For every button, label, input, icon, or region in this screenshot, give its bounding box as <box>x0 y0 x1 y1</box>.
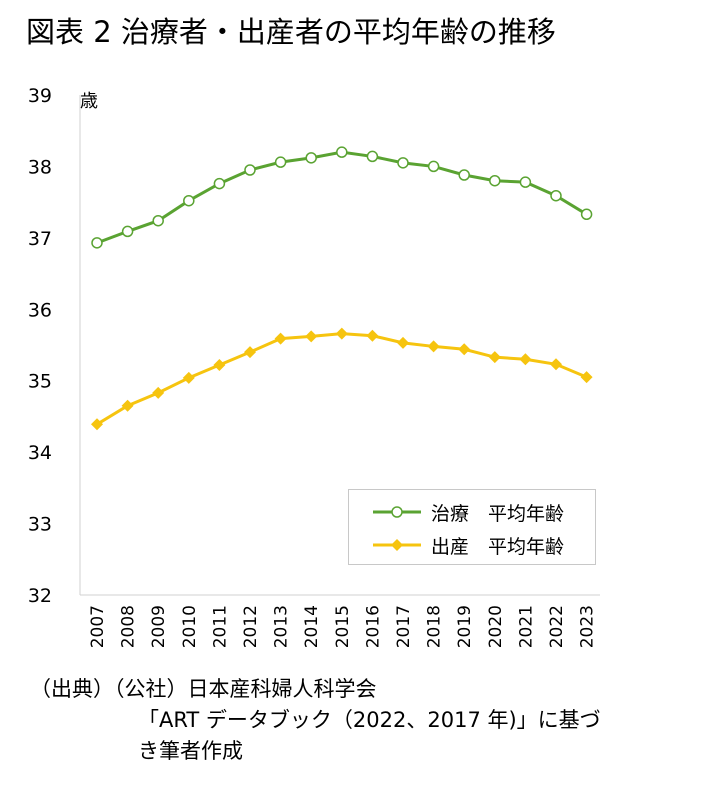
treatment-data-point <box>397 157 409 169</box>
birth-data-point <box>244 346 256 359</box>
treatment-data-point <box>244 164 256 176</box>
birth-data-point <box>91 418 103 431</box>
source-line-2: 「ART データブック（2022、2017 年)」に基づ <box>138 708 601 732</box>
birth-data-point <box>305 330 318 343</box>
x-tick-label: 2011 <box>210 605 230 648</box>
source-line-3: き筆者作成 <box>138 739 243 763</box>
birth-data-point <box>519 353 532 366</box>
legend-swatch-treatment <box>373 506 421 518</box>
series-group <box>91 146 593 431</box>
birth-data-point <box>274 332 287 345</box>
y-tick-label: 33 <box>28 514 52 536</box>
birth-data-point <box>488 351 501 364</box>
treatment-data-point <box>427 160 440 173</box>
chart-legend: 治療 平均年齢 出産 平均年齢 <box>348 489 596 565</box>
x-tick-label: 2012 <box>241 605 261 648</box>
birth-data-point <box>121 399 134 412</box>
birth-data-point <box>152 386 165 399</box>
legend-item-birth: 出産 平均年齢 <box>373 532 564 558</box>
treatment-data-point <box>91 237 103 249</box>
x-tick-label: 2007 <box>88 605 108 648</box>
birth-data-point <box>335 327 348 340</box>
treatment-data-point <box>336 146 348 158</box>
treatment-series-line <box>96 150 588 245</box>
source-note: （出典）（公社）日本産科婦人科学会 「ART データブック（2022、2017 … <box>30 674 601 767</box>
x-tick-label: 2019 <box>455 605 475 648</box>
x-tick-label: 2021 <box>516 605 536 648</box>
x-tick-labels: 2007 2008 2009 2010 2011 2012 2013 2014 2015 2016… <box>88 605 598 648</box>
treatment-data-point <box>213 177 226 190</box>
birth-series-line <box>96 332 588 426</box>
x-tick-label: 2008 <box>119 605 139 648</box>
birth-data-point <box>213 359 226 371</box>
x-tick-label: 2018 <box>425 605 445 648</box>
treatment-data-point <box>489 174 501 187</box>
x-tick-label: 2016 <box>363 605 383 648</box>
legend-item-treatment: 治療 平均年齢 <box>373 499 564 525</box>
treatment-data-point <box>519 176 532 188</box>
x-tick-label: 2015 <box>333 605 353 648</box>
x-tick-label: 2013 <box>272 605 292 648</box>
birth-data-point <box>182 371 195 384</box>
birth-data-point <box>458 343 471 356</box>
legend-swatch-birth <box>373 539 421 551</box>
treatment-data-point <box>366 150 379 163</box>
legend-label-treatment: 治療 平均年齢 <box>431 502 565 525</box>
treatment-data-point <box>550 189 562 202</box>
x-tick-label: 2023 <box>578 605 598 648</box>
x-tick-label: 2020 <box>486 605 506 648</box>
birth-data-point <box>397 336 409 349</box>
chart-title: 図表 2 治療者・出産者の平均年齢の推移 <box>26 15 556 49</box>
y-tick-label: 34 <box>28 442 52 464</box>
y-tick-label: 35 <box>28 371 52 393</box>
source-line-1: （出典）（公社）日本産科婦人科学会 <box>30 677 377 701</box>
legend-label-birth: 出産 平均年齢 <box>431 535 565 558</box>
y-axis-unit-label: 歳 <box>80 91 98 112</box>
birth-data-point <box>580 371 593 384</box>
x-tick-label: 2017 <box>394 605 414 648</box>
x-tick-label: 2022 <box>547 605 567 648</box>
treatment-data-point <box>121 225 134 238</box>
x-tick-label: 2010 <box>180 605 200 648</box>
y-tick-label: 32 <box>28 585 52 607</box>
x-tick-label: 2014 <box>302 605 322 648</box>
treatment-data-point <box>458 169 470 181</box>
y-tick-label: 39 <box>28 85 52 107</box>
birth-data-point <box>427 340 440 353</box>
birth-data-point <box>550 358 562 371</box>
treatment-data-point <box>305 152 317 164</box>
y-tick-labels: 32 33 34 35 36 37 38 39 <box>28 85 52 607</box>
y-tick-label: 38 <box>28 156 52 178</box>
treatment-data-point <box>580 208 593 221</box>
birth-data-point <box>366 329 379 342</box>
treatment-data-point <box>183 194 195 207</box>
x-tick-label: 2009 <box>149 605 169 648</box>
y-tick-label: 36 <box>28 299 52 321</box>
treatment-data-point <box>274 156 287 168</box>
y-tick-label: 37 <box>28 228 52 250</box>
treatment-data-point <box>152 214 164 227</box>
